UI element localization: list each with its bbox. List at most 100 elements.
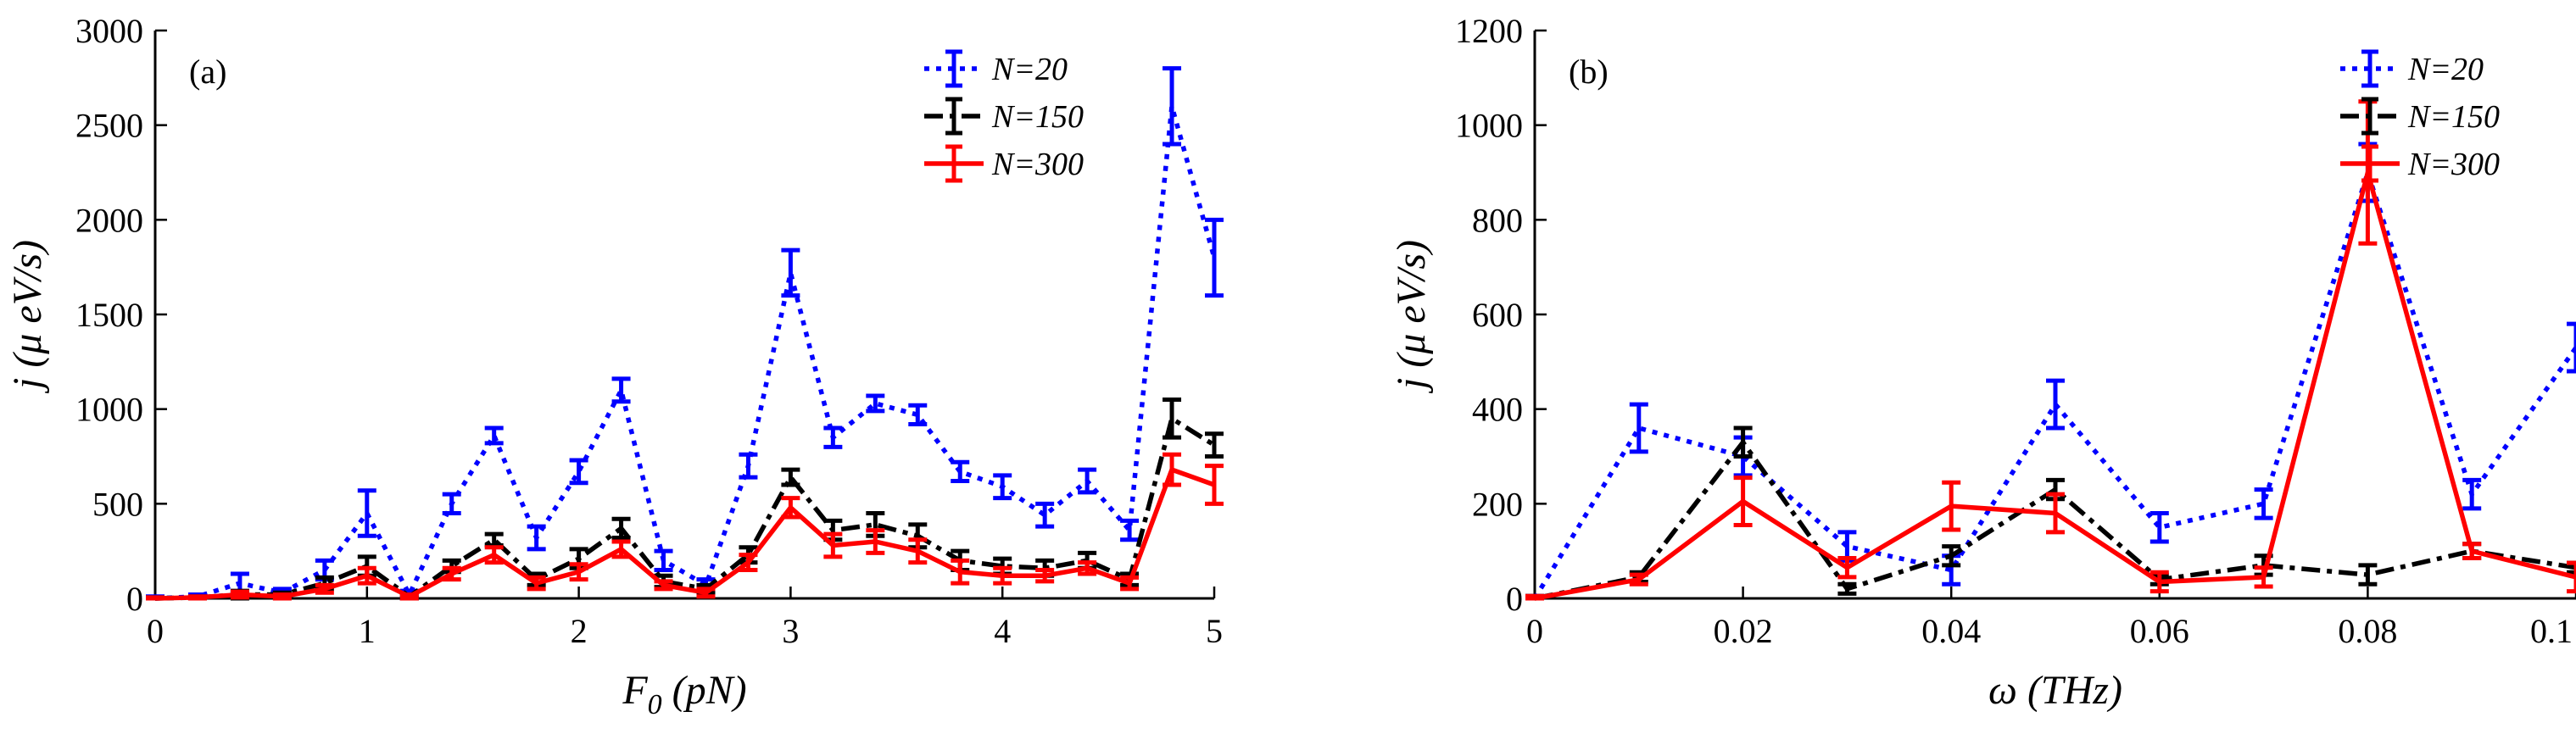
panel-b: 0 200 400 600 800 1000 1200 0 0.02 0.04 0.06 0.08 0.… [1389,12,2576,713]
error-bar [357,488,376,538]
data-point [1001,485,1004,488]
data-point [2054,512,2057,514]
data-point [196,596,199,599]
data-point [958,470,962,473]
error-bar [2046,378,2065,431]
data-point [408,595,411,598]
legend-item: N=150 [2340,97,2500,136]
data-point [323,569,326,571]
error-bar [1035,501,1055,529]
error-bar [951,459,970,484]
data-point [2054,488,2057,492]
error-bar [2462,542,2482,561]
panel-label: (a) [189,53,226,91]
error-bar [1035,568,1055,584]
data-point [450,572,454,576]
data-point [916,549,919,553]
data-point [2470,492,2473,496]
data-point [2470,549,2473,553]
error-bar [1163,398,1182,440]
y-axis-label: j (μ eV/s) [1389,240,1434,394]
series-line [154,467,1215,601]
y-tick-label: 600 [1472,296,1523,334]
data-point [535,537,538,540]
error-bar [2149,511,2169,544]
panel-a: 0 500 1000 1500 2000 2500 3000 0 1 2 3 4 5 (a) j (μ eV… [5,12,1224,720]
error-bar [2462,477,2482,511]
data-point [1128,529,1131,532]
legend-label: N=150 [991,99,1084,135]
x-tick-label: 5 [1206,612,1223,650]
x-axis-label: F0 (pN) [622,668,746,720]
error-bar [1120,575,1140,592]
data-point [281,595,284,598]
data-point [493,434,496,437]
legend-item: N=150 [924,97,1084,136]
data-point [1085,480,1089,483]
data-point [1170,417,1174,420]
y-tick-label: 1000 [75,391,143,429]
data-point [493,553,496,557]
legend-label: N=300 [991,147,1084,182]
legend-item: N=20 [2340,49,2484,88]
data-point [2158,580,2161,583]
data-point [2054,403,2057,406]
y-tick-label: 1000 [1455,107,1523,145]
error-bar [315,582,334,595]
legend-item: N=300 [924,144,1084,183]
y-tick-label: 2500 [75,107,143,145]
x-tick-label: 0.1 [2530,612,2573,650]
error-bar [1942,544,1961,568]
error-bar [823,425,843,449]
error-bar [2358,99,2378,246]
data-point [789,475,792,479]
error-bar [527,575,546,592]
y-axis-label: j (μ eV/s) [5,240,50,394]
data-point [365,512,369,514]
error-bar [230,589,249,600]
x-axis-label: ω (THz) [1988,668,2122,713]
legend-label: N=20 [2407,52,2484,87]
series-N=300 [1525,99,2576,601]
y-tick-label: 400 [1472,391,1523,429]
data-point [620,548,623,551]
error-bar [993,565,1012,586]
x-tick-label: 0.06 [2130,612,2189,650]
error-bar [611,516,631,541]
data-point [577,470,581,473]
y-tick-label: 3000 [75,12,143,50]
legend-item: N=300 [2340,144,2500,183]
data-point [2366,573,2369,576]
error-bar [484,425,504,446]
data-point [1085,566,1089,570]
y-tick-label: 200 [1472,485,1523,523]
error-bar [1205,464,1224,506]
legend-label: N=20 [991,52,1068,87]
data-point [2262,502,2266,505]
legend: N=20 N=150 N=300 [2340,49,2500,183]
error-bar [1525,593,1544,601]
legend-label: N=300 [2407,147,2500,182]
error-bar [357,565,376,586]
data-point [365,574,369,577]
y-tick-label: 0 [126,580,143,618]
error-bar [654,579,673,592]
data-point [1949,504,1953,508]
data-point [1128,581,1131,585]
error-bar [696,587,716,599]
error-bar [1163,66,1182,147]
x-tick-label: 3 [782,612,799,650]
y-tick-label: 500 [92,485,143,523]
error-bar [1120,518,1140,542]
x-tick-label: 4 [994,612,1011,650]
data-point [577,570,581,574]
error-bar [1163,452,1182,487]
data-point [238,593,242,597]
error-bar [1078,560,1097,576]
error-bar [781,247,800,298]
error-bar [187,594,207,601]
error-bar [739,553,758,572]
data-point [704,591,707,594]
error-bar [781,467,800,487]
